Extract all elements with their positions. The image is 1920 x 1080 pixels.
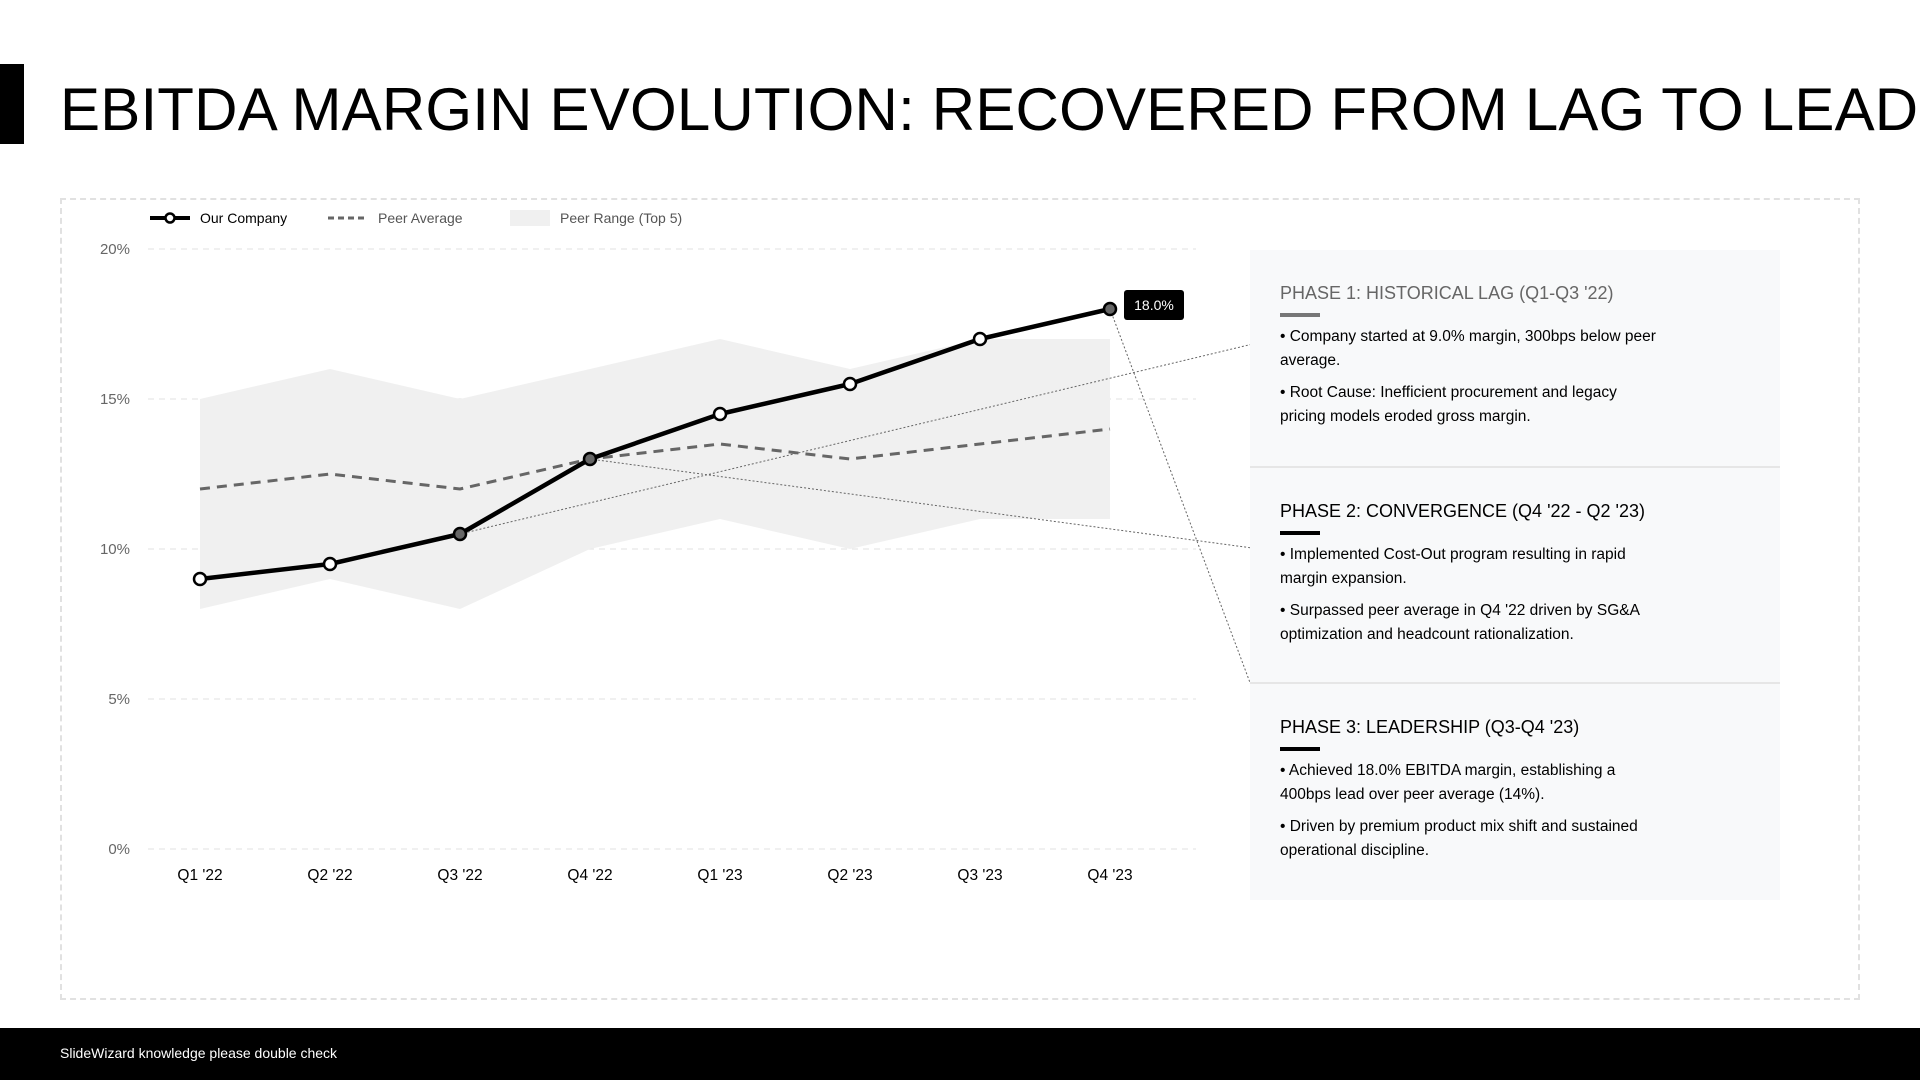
y-tick-label: 15% bbox=[100, 391, 130, 408]
label-layer: 0% 5% 10% 15% 20% Q1 '22 Q2 '22 Q3 '22 Q4 '22 Q1 … bbox=[100, 241, 1184, 884]
data-point bbox=[1102, 301, 1118, 317]
slide-title: EBITDA MARGIN EVOLUTION: RECOVERED FROM … bbox=[60, 76, 1920, 143]
footer-text: SlideWizard knowledge please double chec… bbox=[60, 1045, 338, 1061]
connector-line-phase-2 bbox=[589, 458, 1283, 553]
y-tick-label: 20% bbox=[100, 241, 130, 258]
legend-label-peer-average: Peer Average bbox=[378, 210, 463, 226]
title-accent-bar bbox=[0, 64, 24, 144]
peer-average-line bbox=[199, 427, 1111, 491]
legend-swatch-our-company bbox=[150, 212, 190, 224]
chart-frame bbox=[60, 198, 1860, 1000]
x-tick-label: Q3 '23 bbox=[957, 867, 1002, 884]
legend-swatch-peer-range bbox=[510, 210, 550, 226]
phase-2-card: PHASE 2: CONVERGENCE (Q4 '22 - Q2 '23) •… bbox=[1250, 466, 1780, 682]
phase-1-card: PHASE 1: HISTORICAL LAG (Q1-Q3 '22) • Co… bbox=[1250, 250, 1780, 466]
legend-label-our-company: Our Company bbox=[200, 210, 288, 226]
footer-bar: SlideWizard knowledge please double chec… bbox=[0, 1028, 1920, 1080]
legend-item-our-company: Our Company bbox=[150, 210, 287, 226]
x-tick-label: Q4 '23 bbox=[1087, 867, 1132, 884]
x-tick-label: Q1 '22 bbox=[177, 867, 222, 884]
x-tick-label: Q3 '22 bbox=[437, 867, 482, 884]
x-tick-label: Q2 '22 bbox=[307, 867, 352, 884]
data-point bbox=[842, 376, 858, 392]
phase-3-rule bbox=[1280, 747, 1320, 751]
phase-2-rule bbox=[1280, 531, 1320, 535]
phase-3-bullet-2: • Driven by premium product mix shift an… bbox=[1280, 818, 1638, 859]
point-layer bbox=[192, 301, 1118, 587]
y-tick-label: 10% bbox=[100, 541, 130, 558]
phase-panel: PHASE 1: HISTORICAL LAG (Q1-Q3 '22) • Co… bbox=[1250, 250, 1780, 900]
phase-3-card: PHASE 3: LEADERSHIP (Q3-Q4 '23) • Achiev… bbox=[1250, 682, 1780, 898]
legend-swatch-peer-average bbox=[328, 216, 368, 220]
phase-2-title: PHASE 2: CONVERGENCE (Q4 '22 - Q2 '23) bbox=[1280, 501, 1645, 521]
data-point bbox=[582, 451, 598, 467]
phase-3-title: PHASE 3: LEADERSHIP (Q3-Q4 '23) bbox=[1280, 717, 1580, 737]
data-point bbox=[452, 526, 468, 542]
value-badge bbox=[1124, 290, 1184, 320]
phase-2-bullet-1: • Implemented Cost-Out program resulting… bbox=[1280, 546, 1626, 587]
series-layer bbox=[199, 306, 1111, 582]
data-point bbox=[322, 556, 338, 572]
phase-3-bullet-1: • Achieved 18.0% EBITDA margin, establis… bbox=[1280, 762, 1616, 803]
y-tick-label: 0% bbox=[108, 841, 130, 858]
data-point bbox=[712, 406, 728, 422]
x-tick-label: Q4 '22 bbox=[567, 867, 612, 884]
x-tick-label: Q1 '23 bbox=[697, 867, 742, 884]
y-tick-label: 5% bbox=[108, 691, 130, 708]
phase-1-title: PHASE 1: HISTORICAL LAG (Q1-Q3 '22) bbox=[1280, 283, 1614, 303]
phase-2-bullet-2: • Surpassed peer average in Q4 '22 drive… bbox=[1280, 602, 1640, 643]
value-badge-label: 18.0% bbox=[1134, 297, 1174, 313]
data-point bbox=[192, 571, 208, 587]
legend-item-peer-average: Peer Average bbox=[328, 210, 463, 226]
x-tick-label: Q2 '23 bbox=[827, 867, 872, 884]
connector-line-phase-1 bbox=[459, 336, 1283, 535]
our-company-line bbox=[199, 306, 1111, 582]
legend-item-peer-range: Peer Range (Top 5) bbox=[510, 210, 682, 226]
phase-1-rule bbox=[1280, 313, 1320, 317]
phase-1-bullet-1: • Company started at 9.0% margin, 300bps… bbox=[1280, 328, 1656, 369]
phase-1-bullet-2: • Root Cause: Inefficient procurement an… bbox=[1280, 384, 1617, 425]
data-point bbox=[972, 331, 988, 347]
legend-label-peer-range: Peer Range (Top 5) bbox=[560, 210, 683, 226]
